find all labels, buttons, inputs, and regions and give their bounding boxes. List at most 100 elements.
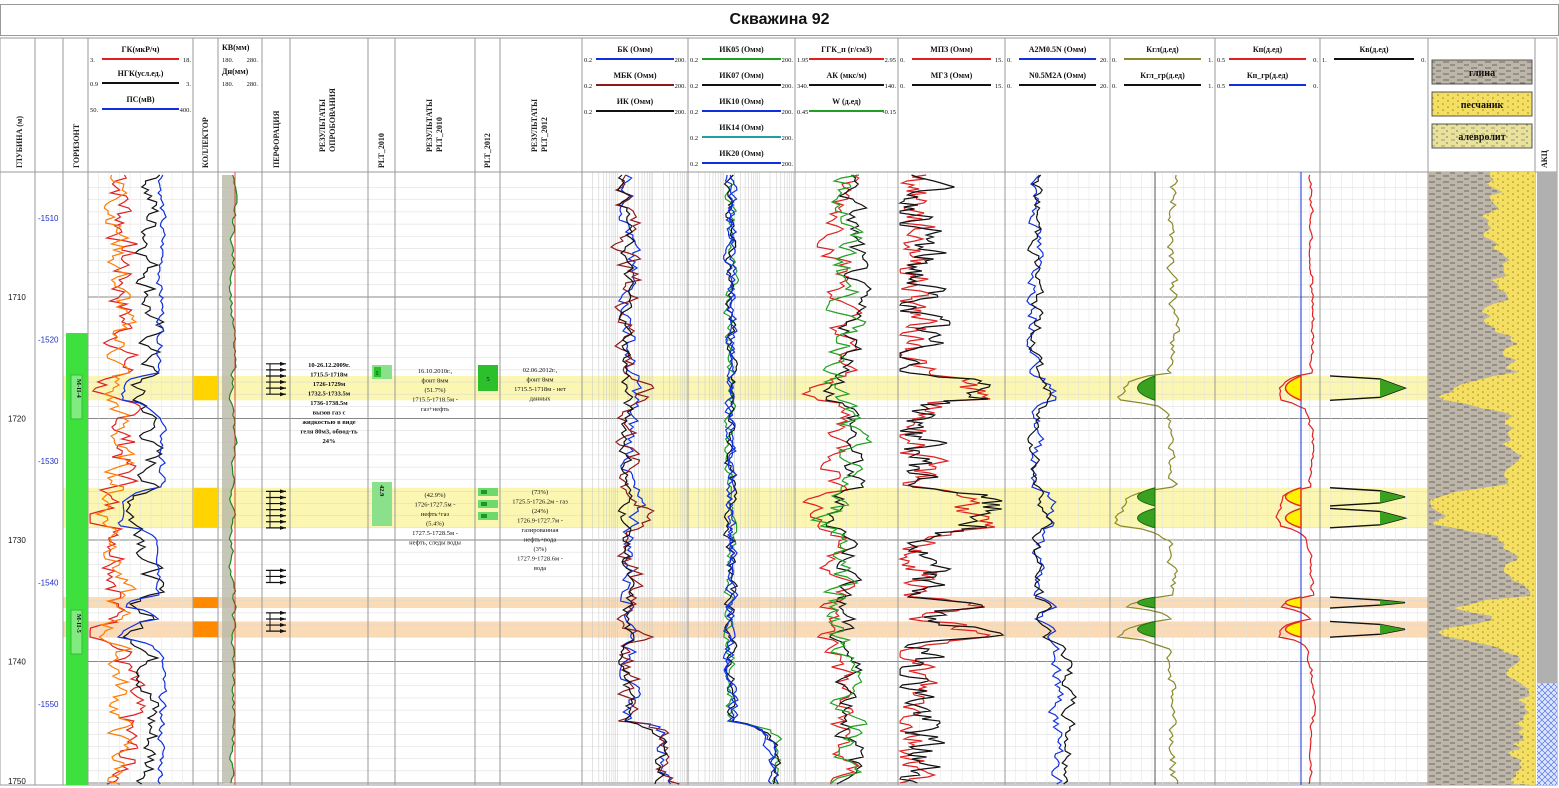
ik-max: 200. xyxy=(675,109,687,116)
perforation-mark xyxy=(280,380,286,385)
perforation-mark xyxy=(280,525,286,530)
perforation-mark xyxy=(280,568,286,573)
akc-partial xyxy=(1537,683,1557,785)
perforation-mark xyxy=(280,580,286,585)
mgz-curve xyxy=(898,174,1005,784)
n05-label: N0.5M2A (Омм) xyxy=(1029,71,1086,80)
kp-fill xyxy=(1284,486,1302,507)
ps-max: 400. xyxy=(180,107,192,114)
plt2010-results-header: PLT_2010 xyxy=(435,117,444,152)
plt2010-header: PLT_2010 xyxy=(377,133,386,168)
plt2012-result-line: 02.06.2012г., xyxy=(523,367,558,374)
plt2012-header: PLT_2012 xyxy=(483,133,492,168)
horizon-label: M-II-5 xyxy=(75,614,82,634)
depth-header: ГЛУБИНА (м) xyxy=(15,116,24,168)
perforation-mark xyxy=(280,373,286,378)
ik-label: ИК (Омм) xyxy=(617,97,654,106)
ik10-label: ИК10 (Омм) xyxy=(719,97,764,106)
legend-clay-label: глина xyxy=(1469,68,1495,79)
plt2012-results-header: РЕЗУЛЬТАТЫ xyxy=(530,99,539,152)
w-curve xyxy=(809,174,873,785)
plt2012-result-line: (3%) xyxy=(534,546,547,553)
kv-fill-line xyxy=(1329,487,1406,507)
a2m-curve xyxy=(1026,174,1065,785)
abs-depth-tick: -1550 xyxy=(38,700,59,709)
plt2012-bar xyxy=(481,502,487,506)
kgl-curve xyxy=(1114,174,1181,785)
kv-fill xyxy=(1380,490,1405,503)
plt2012-result-line: фонт 8мм xyxy=(527,377,554,384)
horizon-box xyxy=(70,609,83,655)
plt2010-result-line: 1715.5-1718.5м - xyxy=(412,397,458,404)
mbk-max: 200. xyxy=(675,83,687,90)
ik20-max: 200. xyxy=(782,161,794,168)
n05-max: 20. xyxy=(1100,83,1109,90)
perforation-mark xyxy=(280,367,286,372)
ik14-label: ИК14 (Омм) xyxy=(719,123,764,132)
plt2012-value: 5 xyxy=(486,376,489,383)
plt2012-bar xyxy=(481,490,487,494)
perforation-mark xyxy=(280,574,286,579)
plt2010-result-line: (51.7%) xyxy=(424,387,445,394)
legend-sand-label: песчаник xyxy=(1461,100,1504,111)
kglgr-label: Кгл_гр(д.ед) xyxy=(1140,71,1185,80)
kv-fill xyxy=(1380,624,1405,635)
plt2010-result-line: фонт 8мм xyxy=(422,378,449,385)
dn-label: Дн(мм) xyxy=(222,67,249,76)
ngk-label: НГК(усл.ед.) xyxy=(118,69,164,78)
plt2010-result-line: 1726-1727.5м - xyxy=(415,502,456,509)
kgl-fill xyxy=(1137,596,1156,609)
kv2-max: 0. xyxy=(1421,57,1426,64)
plt2010-result-line: газ+нефть xyxy=(421,406,449,413)
n05-curve xyxy=(1027,174,1077,785)
ik-min: 0.2 xyxy=(584,109,592,116)
w-label: W (д.ед) xyxy=(832,97,861,106)
perforation-mark xyxy=(280,519,286,524)
plt2012-result-line: 1715.5-1718м - нет xyxy=(514,386,566,393)
akc-header: АКЦ xyxy=(1540,149,1549,168)
w-min: 0.45 xyxy=(797,109,808,116)
plt2010-value: 42.9 xyxy=(378,485,385,497)
plt2010-result-line: нефть+газ xyxy=(421,511,450,518)
kpgr-max: 0. xyxy=(1313,83,1318,90)
testing-header: РЕЗУЛЬТАТЫ xyxy=(318,99,327,152)
testing-line: геля 80м3, обвод-ть xyxy=(300,429,358,436)
plt2012-results-header: PLT_2012 xyxy=(540,117,549,152)
mpz-max: 15. xyxy=(995,57,1004,64)
w-max: -0.15 xyxy=(882,109,896,116)
ps-label: ПС(мВ) xyxy=(126,95,154,104)
perforation-mark xyxy=(280,489,286,494)
plt2012-result-line: 1725.5-1726.2м - газ xyxy=(512,499,568,506)
ik07-label: ИК07 (Омм) xyxy=(719,71,764,80)
mbk-label: МБК (Омм) xyxy=(613,71,656,80)
kp-max: 0. xyxy=(1313,57,1318,64)
ps-curve xyxy=(116,174,168,785)
horizon-bar xyxy=(66,333,88,785)
kv-fill xyxy=(1380,511,1405,525)
collector-header: КОЛЛЕКТОР xyxy=(201,117,210,168)
gk-max: 18. xyxy=(183,57,192,64)
kp-fill xyxy=(1284,596,1302,609)
perforation-mark xyxy=(280,616,286,621)
ggk-min: 1.95 xyxy=(797,57,808,64)
kp-curve xyxy=(1275,174,1316,785)
kv-fill xyxy=(1380,378,1405,398)
depth-tick: 1730 xyxy=(8,536,26,545)
perforation-mark xyxy=(280,495,286,500)
plt2010-result-line: 16.10.2010г., xyxy=(418,368,453,375)
ggk-label: ГГК_п (г/см3) xyxy=(821,45,872,54)
horizon-box xyxy=(70,374,83,420)
testing-line: 1715.5-1718м xyxy=(310,372,348,379)
ik20-label: ИК20 (Омм) xyxy=(719,149,764,158)
ngk-aux-curve xyxy=(94,174,138,785)
bk-min: 0.2 xyxy=(584,57,592,64)
ik-curve xyxy=(617,174,668,785)
plt2012-bar xyxy=(478,512,498,520)
mpz-min: 0. xyxy=(900,57,905,64)
mgz-min: 0. xyxy=(900,83,905,90)
collector-interval xyxy=(193,375,218,401)
ak-min: 340. xyxy=(797,83,809,90)
legend-silt-label: алевролит xyxy=(1458,132,1505,143)
kgl-fill xyxy=(1137,487,1156,507)
